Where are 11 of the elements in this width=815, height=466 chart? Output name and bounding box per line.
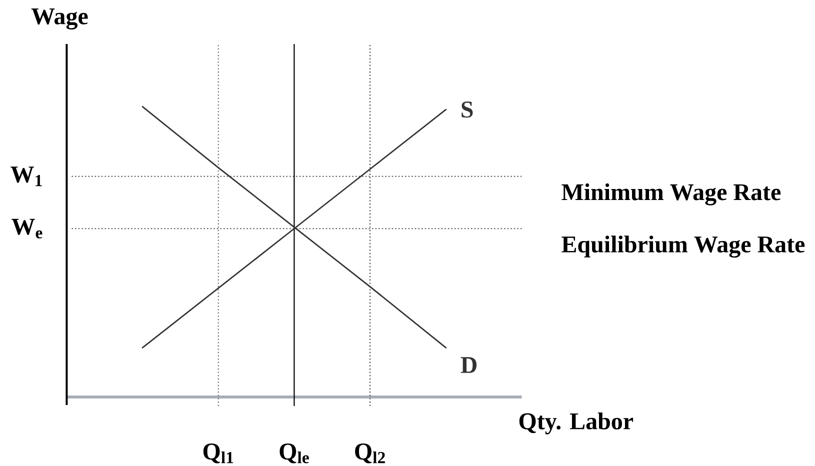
text: Minimum Wage Rate (562, 183, 781, 206)
text: Equilibrium Wage Rate (562, 236, 805, 258)
y-axis-title: Wage (31, 8, 88, 30)
series-label: S (462, 102, 473, 118)
ref-line-label: W$_{e}$ (12, 218, 42, 238)
x-tick-label: Q$_{l1}$ (203, 444, 234, 464)
series-label: D (460, 357, 477, 373)
x-tick-label: Q$_{le}$ (280, 444, 309, 464)
ref-line-label: W$_{1}$ (10, 166, 42, 186)
x-axis-title: Qty. Labor (519, 412, 634, 434)
x-tick-label: Q$_{l2}$ (355, 444, 385, 464)
